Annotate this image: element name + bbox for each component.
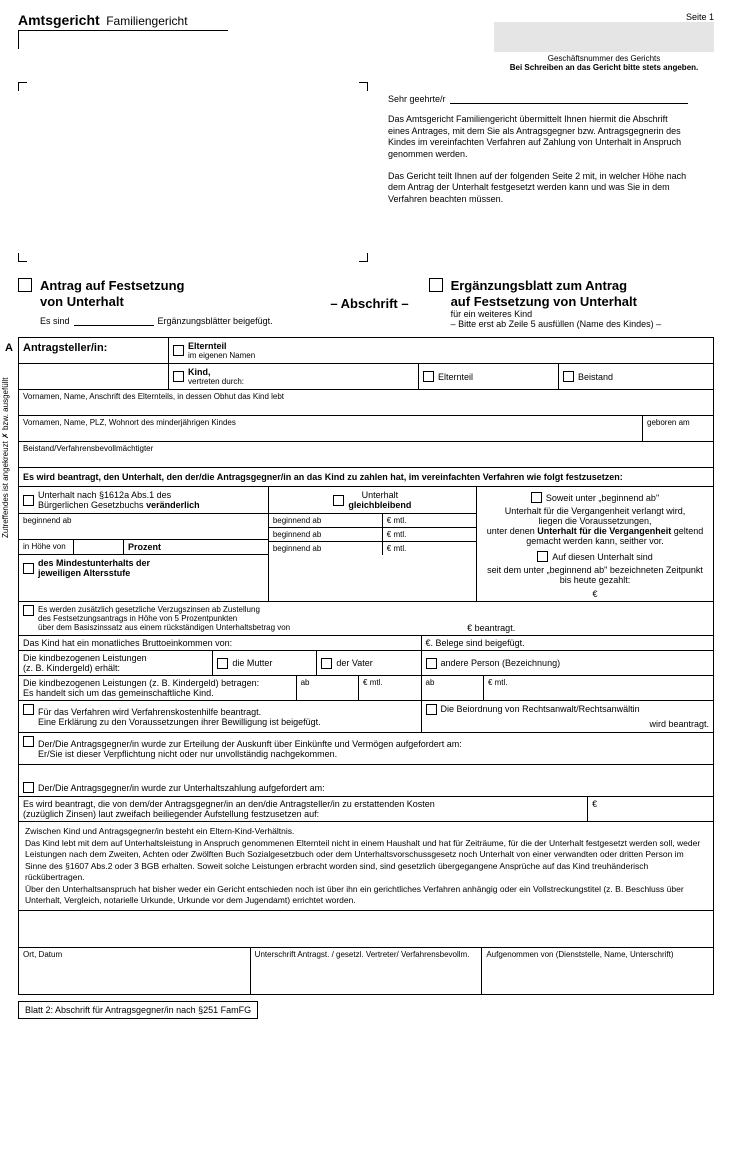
- cb-kind[interactable]: [173, 371, 184, 382]
- cb-zahlung[interactable]: [23, 782, 34, 793]
- cb-andere[interactable]: [426, 658, 437, 669]
- cb-mutter[interactable]: [217, 658, 228, 669]
- erg-sub2: – Bitte erst ab Zeile 5 ausfüllen (Name …: [451, 319, 662, 329]
- es-sind-blank[interactable]: [74, 315, 154, 326]
- sig-unterschrift: Unterschrift Antragst. / gesetzl. Vertre…: [251, 948, 483, 994]
- address-window: [18, 82, 368, 262]
- cb-elternteil[interactable]: [173, 345, 184, 356]
- beantragt-label: € beantragt.: [463, 621, 713, 635]
- title-antrag-l2: von Unterhalt: [40, 294, 273, 310]
- footer-note: Blatt 2: Abschrift für Antragsgegner/in …: [18, 1001, 258, 1019]
- hoehe-label: in Höhe von: [19, 540, 74, 554]
- salutation: Sehr geehrte/r: [388, 94, 446, 104]
- beginnend-1: beginnend ab: [19, 514, 76, 539]
- reply-note: Bei Schreiben an das Gericht bitte stets…: [494, 63, 714, 72]
- title-erg-l1: Ergänzungsblatt zum Antrag: [451, 278, 662, 294]
- brutto-label: Das Kind hat ein monatliches Bruttoeinko…: [19, 636, 422, 650]
- file-number-box: [494, 22, 714, 52]
- elternteil2-label: Elternteil: [438, 372, 473, 382]
- erg-nach: Ergänzungsblätter beigefügt.: [158, 316, 273, 326]
- court-type: Familiengericht: [106, 14, 187, 28]
- kind-label: Kind,: [188, 367, 244, 377]
- cb-gleich[interactable]: [333, 495, 344, 506]
- cb-beistand[interactable]: [563, 371, 574, 382]
- cb-vkh[interactable]: [23, 704, 34, 715]
- cb-gezahlt[interactable]: [537, 551, 548, 562]
- intro-p2: Das Gericht teilt Ihnen auf der folgende…: [388, 171, 688, 206]
- intro-column: Sehr geehrte/r Das Amtsgericht Familieng…: [388, 72, 688, 262]
- cb-auskunft[interactable]: [23, 736, 34, 747]
- sidebar-text: Zutreffendes ist angekreuzt ✗ bzw. ausge…: [1, 378, 10, 538]
- cb-vergangenheit[interactable]: [531, 492, 542, 503]
- cb-vater[interactable]: [321, 658, 332, 669]
- declaration-block: Zwischen Kind und Antragsgegner/in beste…: [19, 822, 713, 911]
- intro-p1: Das Amtsgericht Familiengericht übermitt…: [388, 114, 688, 161]
- title-erg-l2: auf Festsetzung von Unterhalt: [451, 294, 662, 310]
- antragsteller-label: Antragsteller/in:: [19, 338, 169, 363]
- checkbox-antrag[interactable]: [18, 278, 32, 292]
- row5-label: Beistand/Verfahrensbevollmächtigter: [19, 442, 157, 467]
- file-number-caption: Geschäftsnummer des Gerichts: [494, 54, 714, 63]
- cb-zinsen[interactable]: [23, 605, 34, 616]
- title-antrag-l1: Antrag auf Festsetzung: [40, 278, 273, 294]
- elternteil-label: Elternteil: [188, 341, 255, 351]
- header-right: Seite 1 Geschäftsnummer des Gerichts Bei…: [494, 12, 714, 72]
- header: Amtsgericht Familiengericht Seite 1 Gesc…: [18, 12, 714, 72]
- belege-label: €. Belege sind beigefügt.: [422, 636, 529, 650]
- title-row: Antrag auf Festsetzung von Unterhalt Es …: [18, 278, 714, 329]
- row4-label: Vornamen, Name, PLZ, Wohnort des minderj…: [19, 416, 643, 441]
- geboren-label: geboren am: [643, 416, 713, 441]
- eigen-label: im eigenen Namen: [188, 351, 255, 360]
- erg-sub1: für ein weiteres Kind: [451, 309, 662, 319]
- es-sind: Es sind: [40, 316, 70, 326]
- cb-mindest[interactable]: [23, 563, 34, 574]
- cb-veraenderlich[interactable]: [23, 495, 34, 506]
- sig-ort: Ort, Datum: [19, 948, 251, 994]
- court-title: Amtsgericht Familiengericht: [18, 12, 228, 49]
- row3-label: Vornamen, Name, Anschrift des Elternteil…: [19, 390, 288, 415]
- vertreten-label: vertreten durch:: [188, 377, 244, 386]
- page-number: Seite 1: [494, 12, 714, 22]
- main-form: A Zutreffendes ist angekreuzt ✗ bzw. aus…: [18, 337, 714, 995]
- section-letter-a: A: [5, 342, 13, 354]
- abschrift-label: – Abschrift –: [330, 296, 408, 311]
- sig-aufgenommen: Aufgenommen von (Dienststelle, Name, Unt…: [482, 948, 713, 994]
- request-headline: Es wird beantragt, den Unterhalt, den de…: [19, 468, 627, 486]
- beistand-label: Beistand: [578, 372, 613, 382]
- prozent-label: Prozent: [124, 540, 268, 554]
- cb-elternteil2[interactable]: [423, 371, 434, 382]
- signature-row: Ort, Datum Unterschrift Antragst. / gese…: [19, 947, 713, 994]
- checkbox-erg[interactable]: [429, 278, 443, 292]
- court-bold: Amtsgericht: [18, 12, 100, 28]
- cb-beiordnung[interactable]: [426, 704, 437, 715]
- salutation-blank[interactable]: [450, 92, 688, 104]
